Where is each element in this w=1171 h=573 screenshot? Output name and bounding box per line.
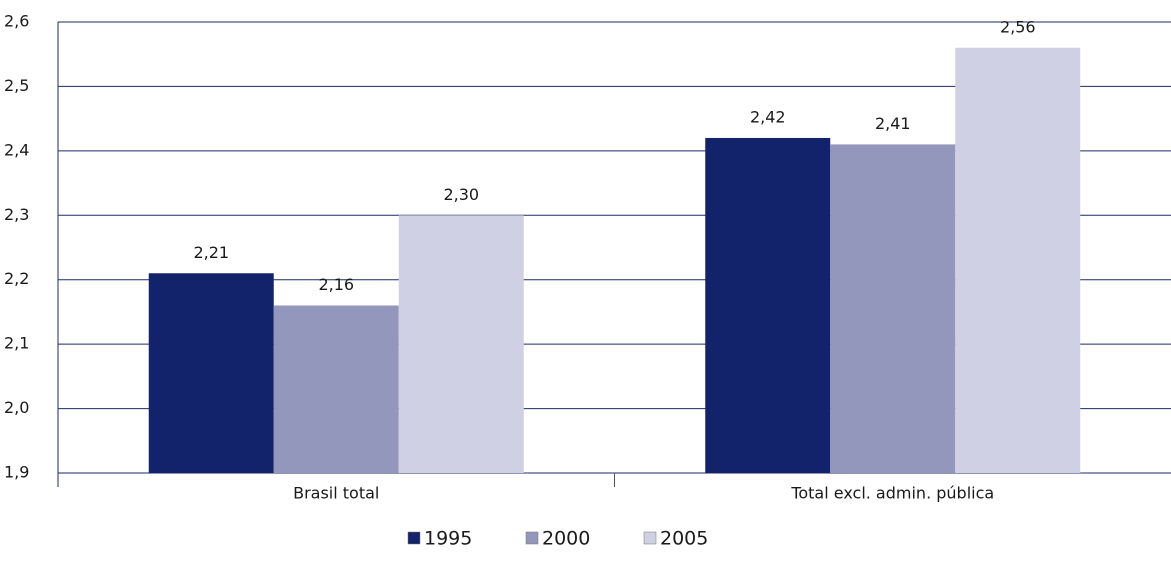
value-label: 2,21 [193,243,229,262]
y-tick-label: 2,2 [4,269,29,288]
value-label: 2,56 [1000,17,1036,36]
legend-swatch [643,531,657,545]
bar [148,273,274,473]
legend-label: 2000 [542,528,590,550]
value-label: 2,41 [875,114,911,133]
y-tick-label: 2,4 [4,140,29,159]
bar [398,215,524,474]
y-tick-label: 2,6 [4,12,29,31]
legend-swatch [407,531,421,545]
legend-swatch [525,531,539,545]
bar [273,305,399,473]
legend-label: 2005 [660,528,708,550]
y-tick-label: 1,9 [4,463,29,482]
y-tick-label: 2,1 [4,334,29,353]
bar [705,137,831,473]
x-tick-label: Brasil total [293,484,379,503]
value-label: 2,30 [443,185,479,204]
value-label: 2,16 [318,275,354,294]
y-tick-label: 2,5 [4,76,29,95]
y-tick-label: 2,0 [4,398,29,417]
bar [830,144,956,473]
y-tick-label: 2,3 [4,205,29,224]
value-label: 2,42 [750,107,786,126]
legend-label: 1995 [424,528,472,550]
x-tick-label: Total excl. admin. pública [790,484,994,503]
bar [955,47,1081,474]
